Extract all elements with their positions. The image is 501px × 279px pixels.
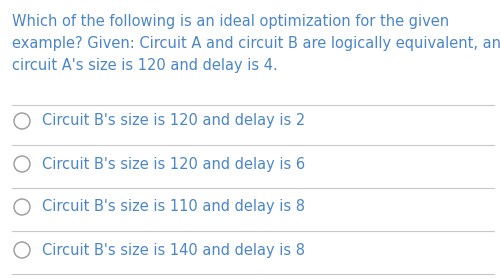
Text: Circuit B's size is 120 and delay is 6: Circuit B's size is 120 and delay is 6 xyxy=(42,157,305,172)
Text: Which of the following is an ideal optimization for the given: Which of the following is an ideal optim… xyxy=(12,14,448,29)
Text: Circuit B's size is 110 and delay is 8: Circuit B's size is 110 and delay is 8 xyxy=(42,199,305,215)
Text: example? Given: Circuit A and circuit B are logically equivalent, and: example? Given: Circuit A and circuit B … xyxy=(12,36,501,51)
Text: circuit A's size is 120 and delay is 4.: circuit A's size is 120 and delay is 4. xyxy=(12,58,277,73)
Text: Circuit B's size is 120 and delay is 2: Circuit B's size is 120 and delay is 2 xyxy=(42,114,305,129)
Text: Circuit B's size is 140 and delay is 8: Circuit B's size is 140 and delay is 8 xyxy=(42,242,305,258)
